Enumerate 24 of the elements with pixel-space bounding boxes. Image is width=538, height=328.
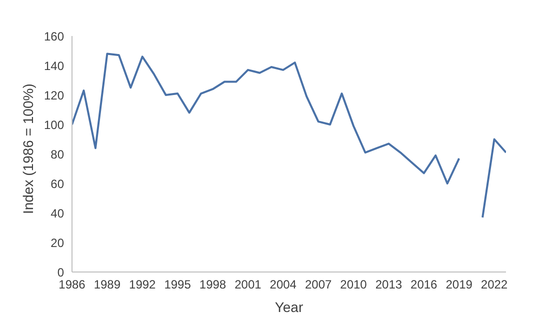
x-tick-label: 2016 bbox=[410, 278, 438, 292]
x-tick-label: 2007 bbox=[304, 278, 332, 292]
x-tick-label: 1986 bbox=[58, 278, 86, 292]
x-tick-label: 2001 bbox=[234, 278, 262, 292]
y-tick-label: 100 bbox=[44, 118, 64, 132]
y-axis-title: Index (1986 = 100%) bbox=[20, 84, 36, 214]
y-tick-label: 20 bbox=[50, 236, 64, 250]
x-axis-title: Year bbox=[274, 299, 304, 315]
x-tick-label: 2004 bbox=[270, 278, 297, 292]
x-tick-label: 2022 bbox=[480, 278, 508, 292]
y-tick-label: 80 bbox=[50, 147, 64, 162]
y-tick-label: 40 bbox=[50, 206, 64, 220]
y-tick-label: 120 bbox=[44, 88, 64, 102]
y-tick-label: 60 bbox=[50, 176, 64, 191]
y-tick-label: 0 bbox=[57, 265, 64, 280]
x-tick-label: 1992 bbox=[129, 278, 156, 292]
x-tick-label: 1998 bbox=[199, 278, 226, 292]
x-tick-label: 2013 bbox=[375, 278, 402, 292]
y-tick-label: 140 bbox=[44, 58, 64, 73]
x-tick-label: 1989 bbox=[94, 278, 121, 292]
y-tick-label: 160 bbox=[44, 29, 64, 44]
x-tick-label: 1995 bbox=[164, 278, 192, 292]
x-tick-label: 2019 bbox=[446, 278, 473, 292]
x-tick-label: 2010 bbox=[340, 278, 368, 292]
